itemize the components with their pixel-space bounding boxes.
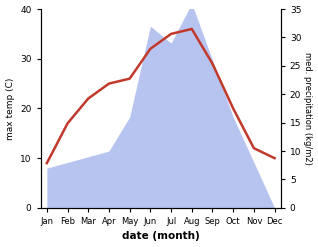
X-axis label: date (month): date (month)	[122, 231, 200, 242]
Y-axis label: med. precipitation (kg/m2): med. precipitation (kg/m2)	[303, 52, 313, 165]
Y-axis label: max temp (C): max temp (C)	[5, 77, 15, 140]
